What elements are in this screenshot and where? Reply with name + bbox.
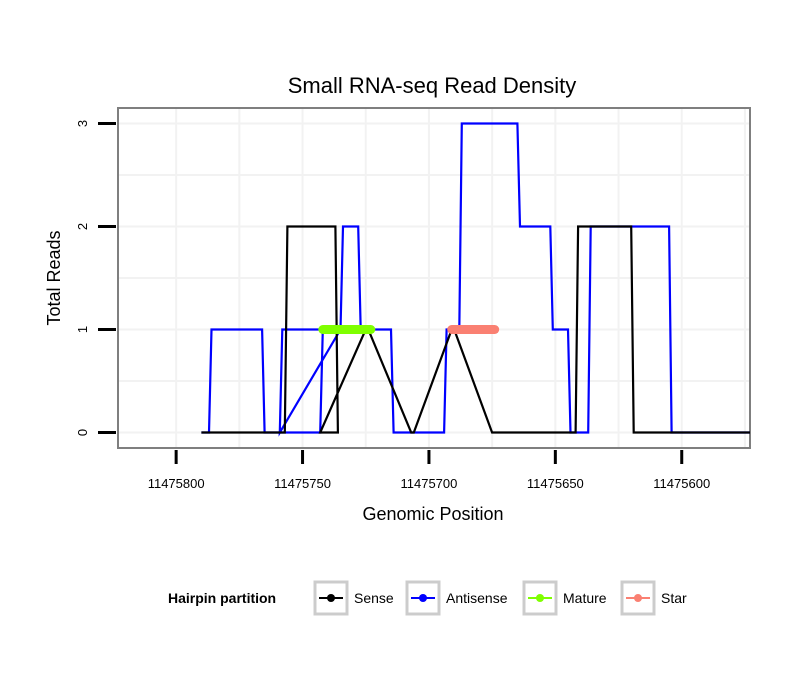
legend-label: Mature	[563, 590, 607, 606]
y-tick-label: 3	[75, 120, 90, 127]
y-tick-label: 0	[75, 429, 90, 436]
legend-label: Star	[661, 590, 687, 606]
x-tick-label: 11475800	[148, 476, 205, 491]
legend-title: Hairpin partition	[168, 590, 276, 606]
y-axis: 0 1 2 3	[75, 120, 116, 436]
legend-label: Antisense	[446, 590, 508, 606]
legend-item-star: Star	[620, 580, 687, 616]
legend-label: Sense	[354, 590, 394, 606]
x-tick-label: 11475600	[653, 476, 710, 491]
x-tick-label: 11475700	[401, 476, 458, 491]
x-tick-label: 11475650	[527, 476, 584, 491]
legend-key-dot	[634, 594, 642, 602]
legend-key-dot	[536, 594, 544, 602]
plot-panel	[117, 107, 751, 449]
y-axis-label: Total Reads	[44, 230, 64, 325]
x-axis: 11475800 11475750 11475700 11475650 11475600	[148, 450, 710, 491]
y-tick-label: 1	[75, 326, 90, 333]
legend-key-dot	[419, 594, 427, 602]
chart-title: Small RNA-seq Read Density	[288, 73, 577, 98]
y-tick-label: 2	[75, 223, 90, 230]
x-tick-label: 11475750	[274, 476, 331, 491]
series-line-sense	[201, 225, 750, 434]
legend-item-sense: Sense	[313, 580, 394, 616]
x-axis-label: Genomic Position	[362, 504, 503, 524]
legend-item-mature: Mature	[522, 580, 607, 616]
legend-item-antisense: Antisense	[405, 580, 508, 616]
legend: Hairpin partition Sense Antisense Mature St…	[168, 580, 687, 616]
legend-key-dot	[327, 594, 335, 602]
series-layer	[201, 122, 750, 437]
